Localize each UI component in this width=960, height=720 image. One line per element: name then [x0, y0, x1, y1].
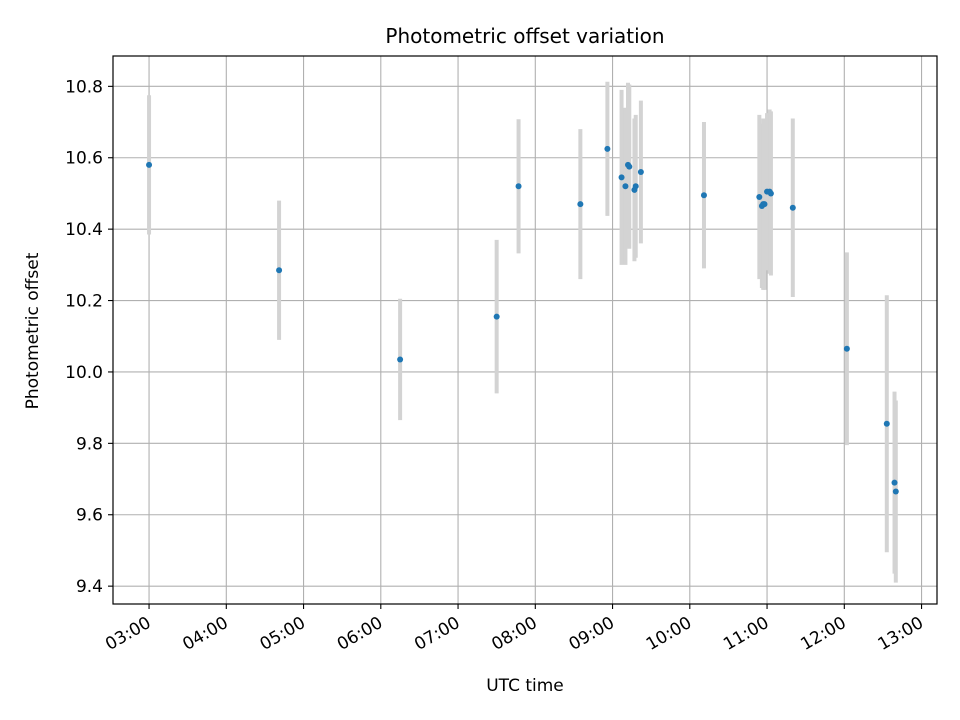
data-point: [604, 145, 611, 152]
data-point: [515, 183, 522, 190]
x-tick-label: 05:00: [257, 613, 309, 655]
data-point: [622, 183, 629, 190]
data-point: [493, 313, 500, 320]
y-tick-label: 9.6: [76, 506, 103, 526]
x-tick-label: 03:00: [102, 613, 154, 655]
data-point: [883, 420, 890, 427]
error-bars: [147, 81, 898, 583]
x-tick-label: 07:00: [411, 613, 463, 655]
data-point: [700, 192, 707, 199]
data-point: [761, 201, 768, 208]
data-point: [626, 163, 633, 170]
y-tick-label: 10.8: [65, 77, 103, 97]
y-tick-label: 9.4: [76, 577, 103, 597]
data-point: [397, 356, 404, 363]
data-point: [276, 267, 283, 274]
data-point: [767, 190, 774, 197]
data-point: [789, 204, 796, 211]
x-axis-title: UTC time: [486, 676, 564, 696]
data-point: [756, 194, 763, 201]
x-tick-label: 06:00: [334, 613, 386, 655]
y-tick-label: 10.2: [65, 292, 103, 312]
y-tick-label: 9.8: [76, 434, 103, 454]
x-tick-label: 09:00: [566, 613, 618, 655]
data-point: [637, 169, 644, 176]
y-tick-label: 10.0: [65, 363, 103, 383]
y-tick-label: 10.6: [65, 149, 103, 169]
x-tick-label: 11:00: [720, 613, 772, 655]
grid: [113, 56, 937, 604]
data-point: [146, 161, 153, 168]
y-tick-label: 10.4: [65, 220, 103, 240]
data-point: [632, 183, 639, 190]
chart-title: Photometric offset variation: [385, 24, 664, 48]
data-point: [891, 479, 898, 486]
data-points: [146, 145, 899, 495]
x-tick-label: 13:00: [875, 613, 927, 655]
x-tick-label: 04:00: [179, 613, 231, 655]
x-tick-label: 08:00: [488, 613, 540, 655]
data-point: [892, 488, 899, 495]
y-axis-title: Photometric offset: [23, 252, 43, 409]
data-point: [843, 345, 850, 352]
x-tick-label: 12:00: [797, 613, 849, 655]
data-point: [618, 174, 625, 181]
plot-frame: [112, 55, 938, 605]
data-point: [577, 201, 584, 208]
x-tick-label: 10:00: [643, 613, 695, 655]
